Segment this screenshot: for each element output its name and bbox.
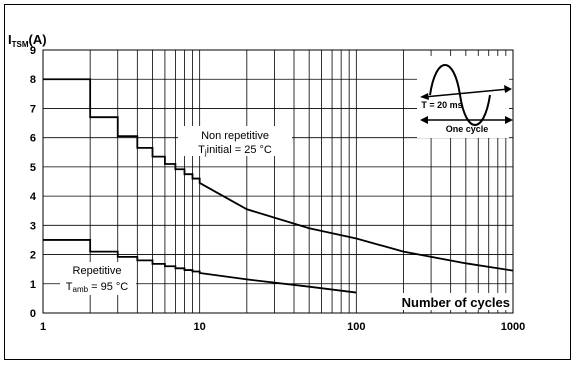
series-line-1: [43, 239, 357, 294]
repetitive-label-line2: Tamb = 95 °C: [66, 281, 129, 294]
y-tick-label: 8: [30, 74, 36, 86]
non-repetitive-label-bg: [178, 126, 292, 156]
y-tick-label: 0: [30, 308, 36, 320]
non-repetitive-label-line2: Tjinitial = 25 °C: [198, 144, 272, 157]
x-tick-label: 1000: [501, 321, 525, 333]
non-repetitive-label-line1: Non repetitive: [201, 130, 269, 142]
y-tick-label: 5: [30, 162, 36, 174]
waveform-inset: T = 20 ms One cycle: [417, 56, 513, 138]
period-label: T = 20 ms: [421, 100, 462, 110]
cycle-label: One cycle: [446, 124, 489, 134]
plot-border: [42, 49, 514, 314]
inset-bg: [417, 56, 509, 138]
period-arrowhead-left: [420, 93, 429, 100]
y-tick-label: 7: [30, 103, 36, 115]
y-tick-label: 4: [30, 191, 37, 203]
x-tick-label: 100: [347, 321, 365, 333]
y-axis-label: ITSM(A): [8, 32, 47, 49]
series-line-0: [43, 78, 514, 272]
y-tick-label: 9: [30, 45, 36, 57]
period-arrow: [423, 88, 510, 98]
y-tick-label: 6: [30, 133, 36, 145]
x-tick-label: 10: [194, 321, 206, 333]
y-tick-label: 1: [30, 279, 36, 291]
cycle-arrowhead-left: [420, 116, 428, 124]
repetitive-label-bg: [60, 262, 136, 295]
y-tick-label: 3: [30, 220, 36, 232]
x-axis-label: Number of cycles: [402, 295, 510, 310]
series-lines: [43, 78, 514, 294]
x-axis-label-bg: [376, 293, 512, 310]
period-arrowhead-right: [504, 85, 512, 93]
y-tick-label: 2: [30, 250, 36, 262]
cycle-arrowhead-right: [505, 116, 513, 124]
x-tick-label: 1: [40, 321, 46, 333]
repetitive-label-line1: Repetitive: [73, 265, 122, 277]
